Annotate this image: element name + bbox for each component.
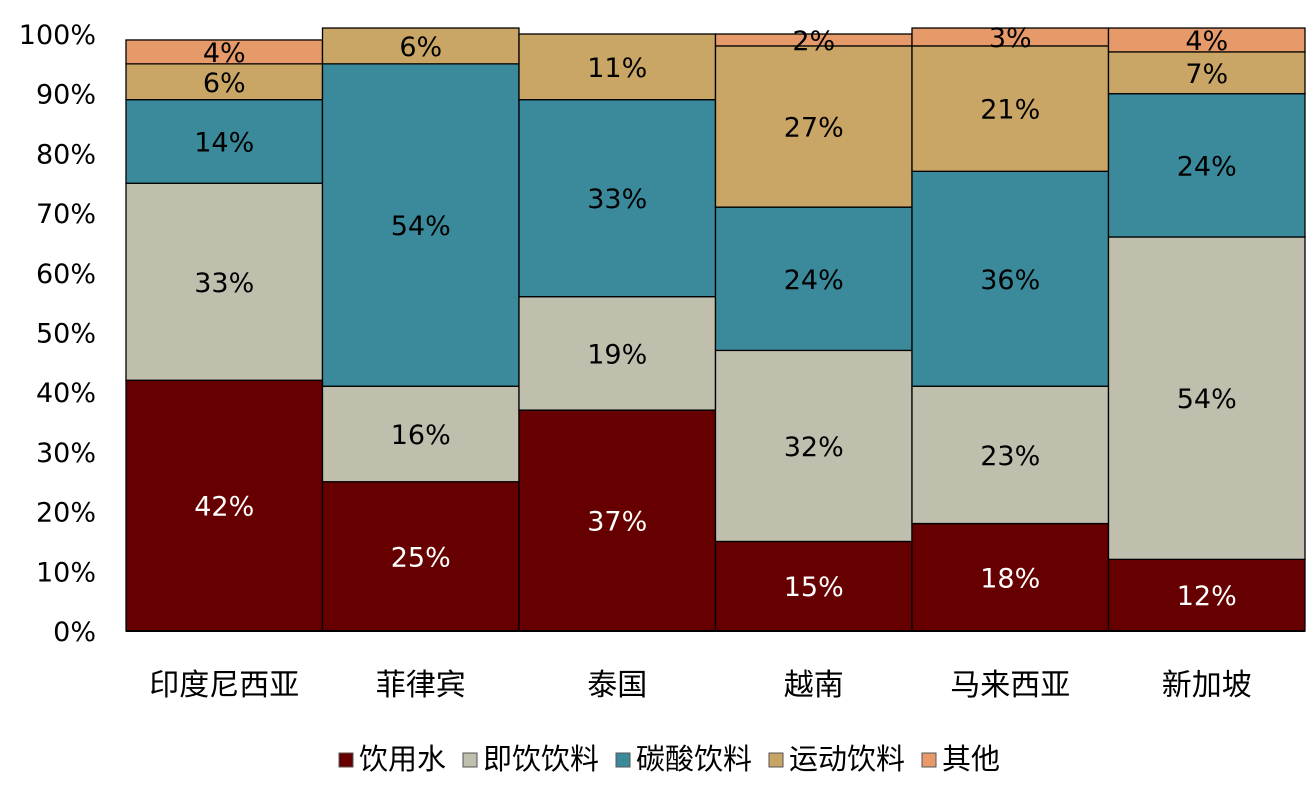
data-label: 14% <box>194 127 254 158</box>
bar-segment <box>714 45 913 208</box>
bar-segment <box>321 63 520 387</box>
y-tick-label: 0% <box>53 617 96 648</box>
plot-area: 42%33%14%6%4%25%16%54%6%37%19%33%11%15%3… <box>125 23 1306 632</box>
bar-segment <box>321 27 520 65</box>
x-tick-label: 菲律宾 <box>376 668 466 703</box>
bar-segment <box>518 296 717 411</box>
y-tick-label: 30% <box>36 438 96 469</box>
y-tick-label: 10% <box>36 557 96 588</box>
legend-swatch <box>615 752 631 768</box>
bar-segment <box>911 522 1110 632</box>
x-tick-label: 新加坡 <box>1162 668 1252 703</box>
bar-segment <box>125 379 324 632</box>
data-label: 24% <box>784 265 844 296</box>
data-label: 54% <box>1177 384 1237 415</box>
data-label: 6% <box>399 32 442 63</box>
legend-label: 运动饮料 <box>789 742 905 776</box>
legend-swatch <box>921 752 937 768</box>
data-label: 18% <box>980 563 1040 594</box>
legend-swatch <box>768 752 784 768</box>
bar-segment <box>518 99 717 298</box>
legend-swatch <box>462 752 478 768</box>
data-label: 3% <box>989 23 1032 54</box>
data-label: 16% <box>391 420 451 451</box>
x-tick-label: 马来西亚 <box>950 668 1070 703</box>
data-label: 25% <box>391 542 451 573</box>
bar-segment <box>1107 558 1306 632</box>
data-label: 21% <box>980 95 1040 126</box>
y-tick-label: 90% <box>36 80 96 111</box>
legend-label: 其他 <box>942 742 1000 776</box>
data-label: 37% <box>587 507 647 538</box>
x-tick-label: 泰国 <box>587 668 647 703</box>
data-label: 33% <box>194 268 254 299</box>
bar-segment <box>125 182 324 381</box>
bar-segment <box>911 45 1110 172</box>
y-tick-label: 70% <box>36 199 96 230</box>
y-tick-label: 20% <box>36 498 96 529</box>
bar-segment <box>1107 93 1306 238</box>
bar-segment <box>518 33 717 101</box>
data-label: 42% <box>194 492 254 523</box>
y-tick-label: 40% <box>36 378 96 409</box>
y-tick-label: 80% <box>36 139 96 170</box>
legend-label: 即饮饮料 <box>483 742 599 776</box>
legend: 饮用水 即饮饮料 碳酸饮料 运动饮料 其他 <box>338 742 1000 776</box>
bar-segment <box>714 540 913 632</box>
data-label: 12% <box>1177 581 1237 612</box>
x-tick-label: 印度尼西亚 <box>149 668 299 703</box>
data-label: 11% <box>587 53 647 84</box>
data-label: 2% <box>792 26 835 57</box>
x-tick-label: 越南 <box>784 668 844 703</box>
data-label: 54% <box>391 211 451 242</box>
y-axis: 0% 10% 20% 30% 40% 50% 60% 70% 80% 90% 100% <box>19 20 96 648</box>
data-label: 23% <box>980 441 1040 472</box>
legend-swatch <box>338 752 354 768</box>
bar-segment <box>321 385 520 483</box>
data-label: 33% <box>587 184 647 215</box>
data-label: 6% <box>203 68 246 99</box>
y-tick-label: 60% <box>36 259 96 290</box>
bar-segment <box>1107 51 1306 95</box>
data-label: 19% <box>587 339 647 370</box>
y-tick-label: 100% <box>19 20 96 51</box>
bar-segment <box>518 409 717 632</box>
y-tick-label: 50% <box>36 319 96 350</box>
bar-segment <box>911 170 1110 387</box>
data-label: 27% <box>784 113 844 144</box>
data-label: 4% <box>203 38 246 69</box>
data-label: 15% <box>784 572 844 603</box>
data-label: 7% <box>1185 59 1228 90</box>
data-label: 4% <box>1185 26 1228 57</box>
legend-label: 饮用水 <box>359 742 446 776</box>
data-label: 24% <box>1177 151 1237 182</box>
bar-segment <box>1107 27 1306 53</box>
bar-segment <box>714 349 913 543</box>
data-label: 36% <box>980 265 1040 296</box>
legend-label: 碳酸饮料 <box>636 742 752 776</box>
x-axis: 印度尼西亚 菲律宾 泰国 越南 马来西亚 新加坡 <box>126 630 1305 703</box>
bar-segment <box>1107 236 1306 561</box>
data-label: 32% <box>784 432 844 463</box>
bar-segment <box>714 206 913 352</box>
bar-segment <box>911 385 1110 525</box>
